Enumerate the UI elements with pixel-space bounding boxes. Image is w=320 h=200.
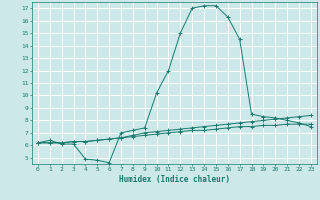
X-axis label: Humidex (Indice chaleur): Humidex (Indice chaleur): [119, 175, 230, 184]
